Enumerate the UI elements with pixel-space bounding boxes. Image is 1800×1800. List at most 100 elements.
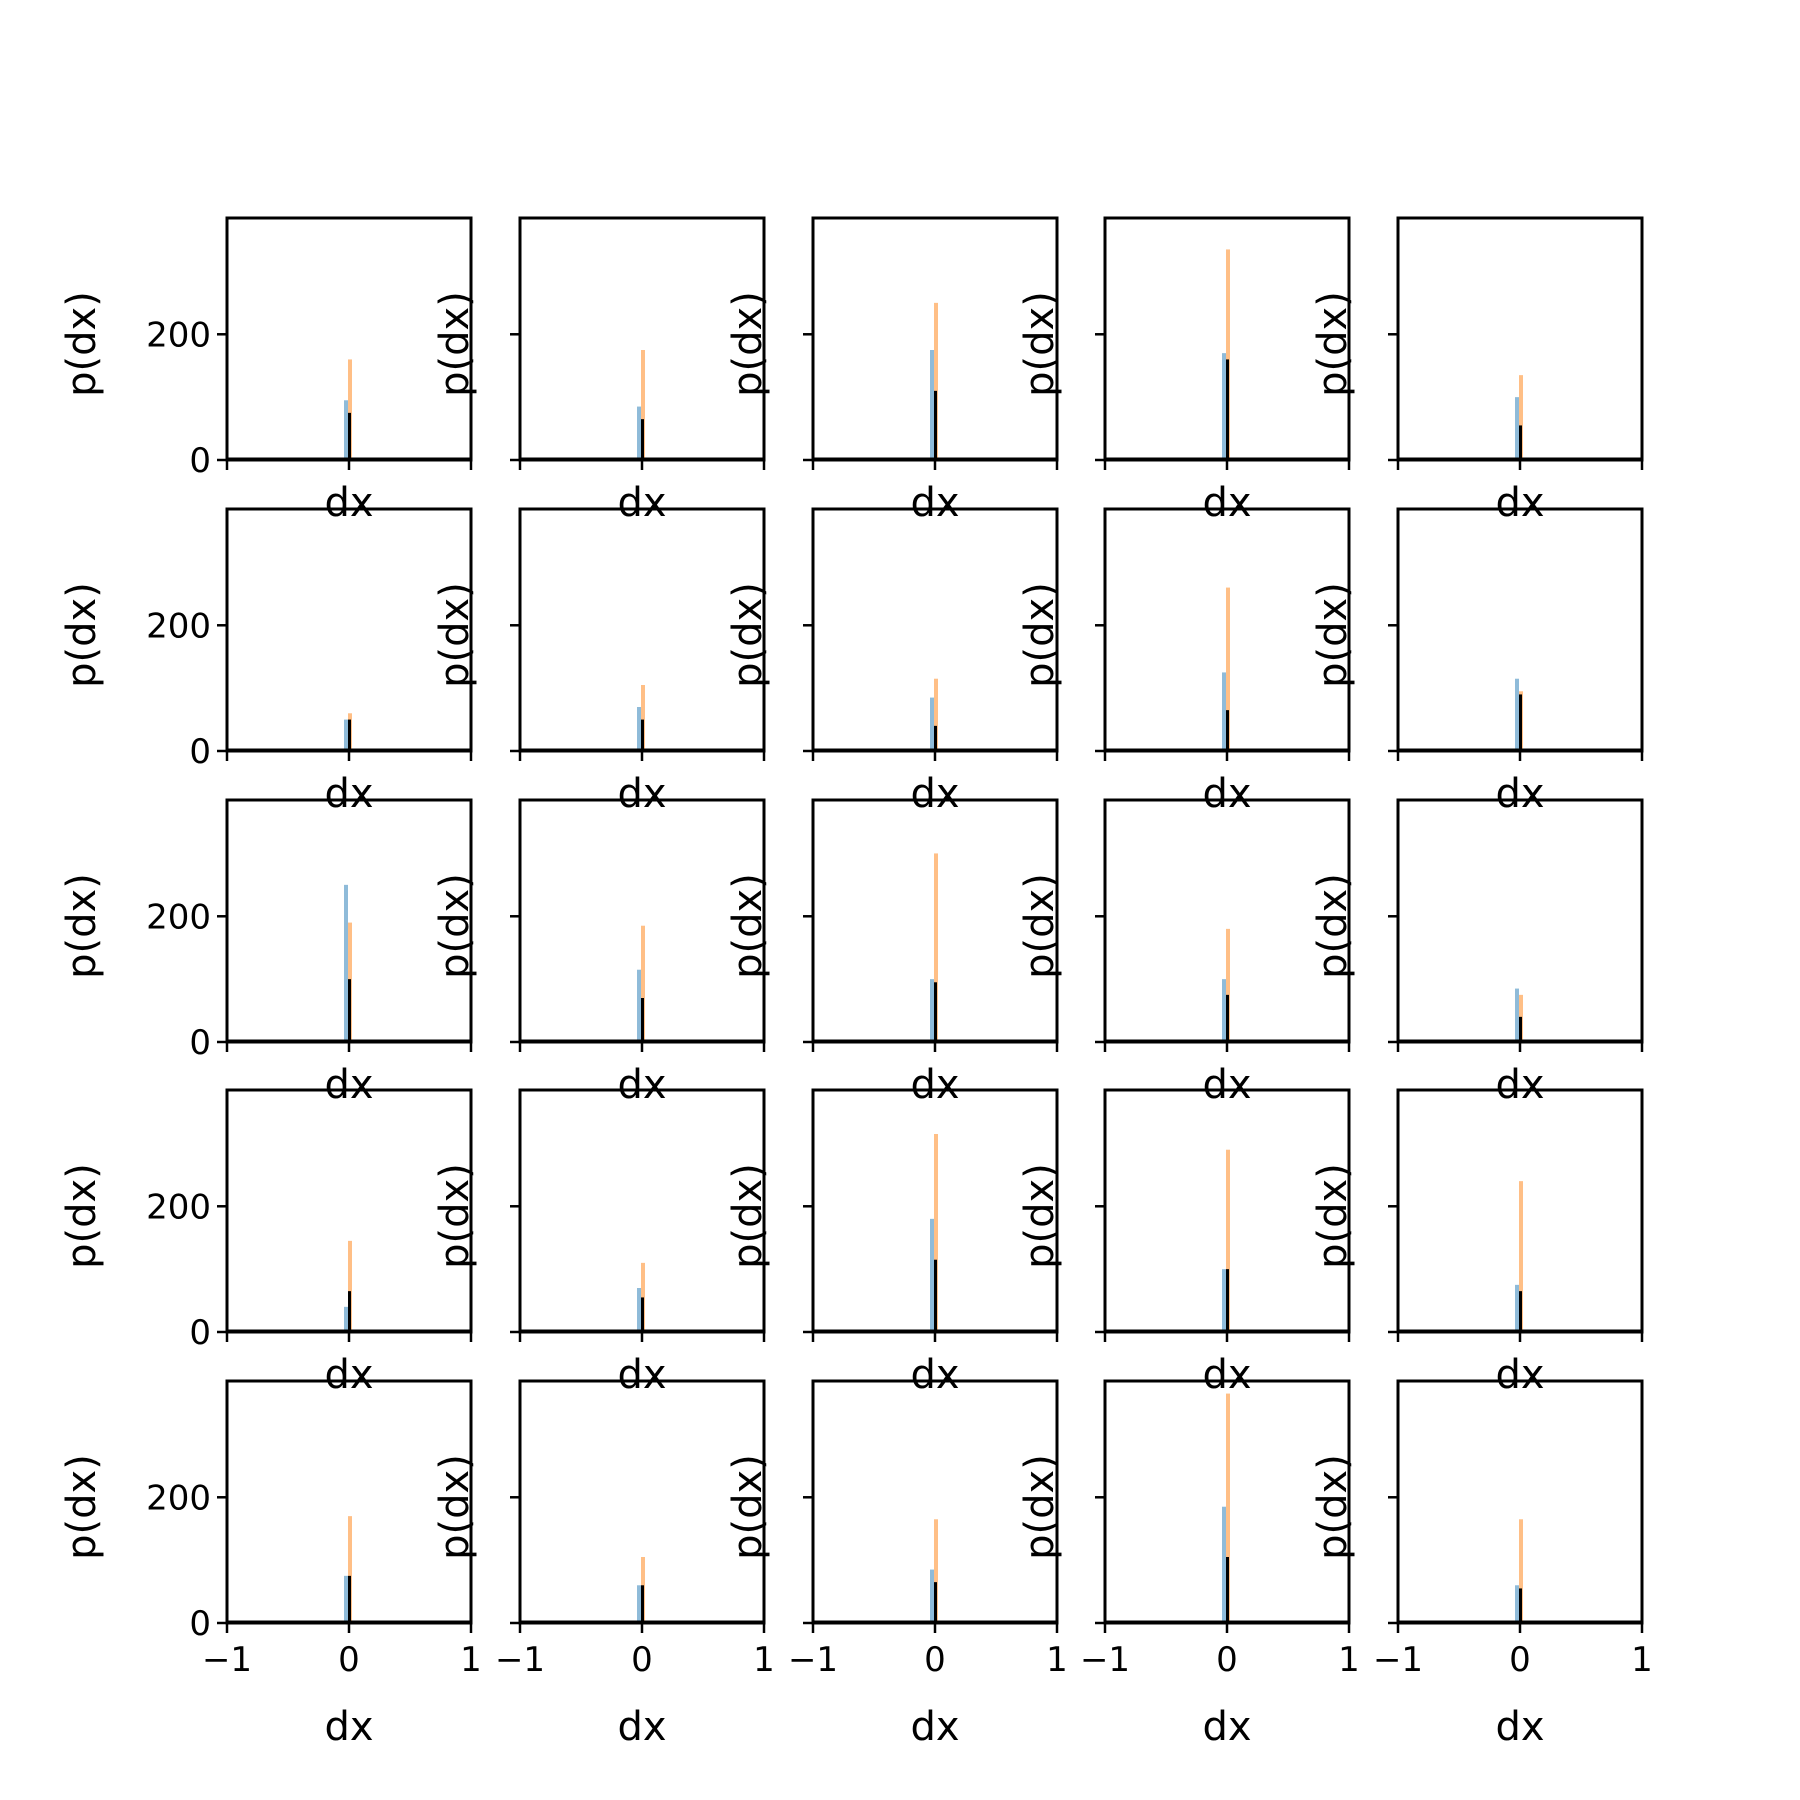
bar-blue <box>637 969 641 1042</box>
bar-blue <box>930 1569 934 1623</box>
bar-orange <box>934 1519 938 1623</box>
subplot-2-2: dx p(dx) <box>432 507 766 817</box>
bar-black <box>934 1259 937 1332</box>
x-axis-label: dx <box>1495 771 1544 817</box>
y-tick-label: 200 <box>146 606 211 646</box>
subplot-2-1: 0 200 dx p(dx) <box>59 507 473 817</box>
bar-blue <box>930 979 934 1042</box>
y-axis-label: p(dx) <box>1310 291 1356 397</box>
y-axis-label: p(dx) <box>1310 873 1356 979</box>
x-tick-label: −1 <box>788 1640 838 1680</box>
bar-blue <box>1222 1506 1226 1623</box>
x-axis-label: dx <box>1495 1352 1544 1398</box>
bar-black <box>348 1291 351 1332</box>
y-axis-label: p(dx) <box>432 582 478 688</box>
bar-orange <box>934 302 938 460</box>
y-axis-label: p(dx) <box>432 1163 478 1269</box>
x-tick-label: −1 <box>495 1640 545 1680</box>
bar-orange <box>641 925 645 1042</box>
bar-blue <box>344 1306 348 1332</box>
bar-black <box>934 390 937 460</box>
x-tick-label: 0 <box>924 1640 946 1680</box>
bar-black <box>1519 1588 1522 1623</box>
bar-orange <box>1226 249 1230 460</box>
x-tick-label: 0 <box>1509 1640 1531 1680</box>
x-axis-label: dx <box>324 1352 373 1398</box>
bar-orange <box>1519 1519 1523 1623</box>
y-tick-label: 200 <box>146 315 211 355</box>
x-axis-label: dx <box>617 480 666 526</box>
x-axis-label: dx <box>324 1704 373 1750</box>
x-axis-label: dx <box>617 1704 666 1750</box>
bar-black <box>348 719 351 751</box>
bar-black <box>348 412 351 460</box>
bar-orange <box>1519 1181 1523 1332</box>
y-axis-label: p(dx) <box>1017 291 1063 397</box>
bar-black <box>1519 694 1522 751</box>
bar-orange <box>1226 587 1230 751</box>
x-tick-label: −1 <box>1373 1640 1423 1680</box>
x-axis-label: dx <box>324 480 373 526</box>
y-tick-label: 200 <box>146 897 211 937</box>
x-axis-label: dx <box>1202 771 1251 817</box>
bar-black <box>641 998 644 1042</box>
subplot-1-4: dx p(dx) <box>1017 216 1351 526</box>
subplot-3-3: dx p(dx) <box>725 798 1059 1108</box>
y-axis-label: p(dx) <box>725 873 771 979</box>
x-tick-label: 0 <box>1216 1640 1238 1680</box>
y-axis-label: p(dx) <box>1017 873 1063 979</box>
x-axis-label: dx <box>1202 480 1251 526</box>
bar-black <box>641 1297 644 1332</box>
subplot-4-3: dx p(dx) <box>725 1088 1059 1398</box>
x-axis-label: dx <box>1202 1352 1251 1398</box>
x-axis-label: dx <box>910 480 959 526</box>
y-axis-label: p(dx) <box>59 1454 105 1560</box>
y-axis-label: p(dx) <box>1310 1163 1356 1269</box>
y-tick-label: 0 <box>189 441 211 481</box>
subplot-1-2: dx p(dx) <box>432 216 766 526</box>
bar-blue <box>344 1575 348 1623</box>
y-axis-label: p(dx) <box>432 291 478 397</box>
subplot-5-2: −1 0 1 dx p(dx) <box>432 1379 775 1750</box>
bar-orange <box>1226 1393 1230 1623</box>
bar-blue <box>930 697 934 751</box>
x-tick-label: 1 <box>1631 1640 1653 1680</box>
bar-black <box>1519 1291 1522 1332</box>
bar-orange <box>1226 928 1230 1042</box>
x-axis-label: dx <box>1202 1704 1251 1750</box>
bar-orange <box>934 678 938 751</box>
y-axis-label: p(dx) <box>432 873 478 979</box>
bar-blue <box>1515 988 1519 1042</box>
x-axis-label: dx <box>1495 1704 1544 1750</box>
bar-blue <box>1515 1585 1519 1623</box>
x-axis-label: dx <box>910 771 959 817</box>
bar-orange <box>641 685 645 751</box>
bar-black <box>1226 1557 1229 1623</box>
bar-blue <box>930 350 934 460</box>
bar-orange <box>641 350 645 460</box>
subplot-2-4: dx p(dx) <box>1017 507 1351 817</box>
bar-orange <box>1226 1149 1230 1332</box>
y-axis-label: p(dx) <box>432 1454 478 1560</box>
x-axis-label: dx <box>910 1062 959 1108</box>
bar-blue <box>344 400 348 460</box>
y-tick-label: 200 <box>146 1187 211 1227</box>
subplot-4-4: dx p(dx) <box>1017 1088 1351 1398</box>
y-axis-label: p(dx) <box>725 582 771 688</box>
x-axis-label: dx <box>910 1352 959 1398</box>
subplot-1-5: dx p(dx) <box>1310 216 1644 526</box>
bar-blue <box>1222 979 1226 1042</box>
bar-blue <box>637 406 641 460</box>
subplot-3-4: dx p(dx) <box>1017 798 1351 1108</box>
x-tick-label: 1 <box>1338 1640 1360 1680</box>
bar-black <box>1226 1269 1229 1332</box>
bar-orange <box>348 1240 352 1332</box>
bar-black <box>641 719 644 751</box>
x-axis-label: dx <box>617 771 666 817</box>
bar-orange <box>934 853 938 1042</box>
y-tick-label: 0 <box>189 1604 211 1644</box>
bar-black <box>1226 359 1229 460</box>
y-axis-label: p(dx) <box>1017 582 1063 688</box>
